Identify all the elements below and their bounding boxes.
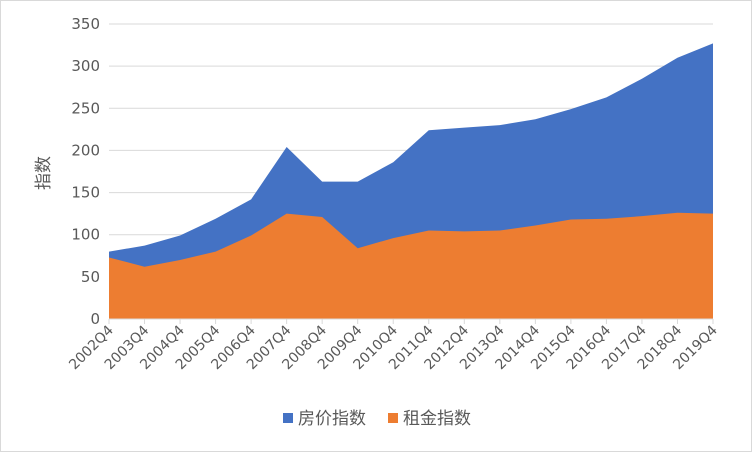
y-tick-label: 50 — [81, 268, 100, 286]
y-tick-label: 100 — [71, 226, 100, 244]
legend-swatch — [283, 413, 293, 423]
x-axis-ticks: 2002Q42003Q42004Q42005Q42006Q42007Q42008… — [66, 322, 721, 373]
y-axis-ticks: 0 50 100 150 200 250 300 350 — [71, 15, 100, 328]
area-series-1 — [109, 212, 713, 319]
y-tick-label: 150 — [71, 184, 100, 202]
y-axis-title: 指数 — [34, 156, 54, 190]
y-tick-label: 250 — [71, 99, 100, 117]
y-tick-label: 350 — [71, 15, 100, 33]
legend-label: 租金指数 — [403, 409, 471, 429]
legend: 房价指数 租金指数 — [283, 409, 471, 429]
y-tick-label: 0 — [90, 310, 100, 328]
area-series — [109, 43, 713, 320]
legend-label: 房价指数 — [298, 409, 366, 429]
legend-swatch — [388, 413, 398, 423]
axes — [108, 318, 714, 324]
y-tick-label: 200 — [71, 141, 100, 159]
y-tick-label: 300 — [71, 57, 100, 75]
